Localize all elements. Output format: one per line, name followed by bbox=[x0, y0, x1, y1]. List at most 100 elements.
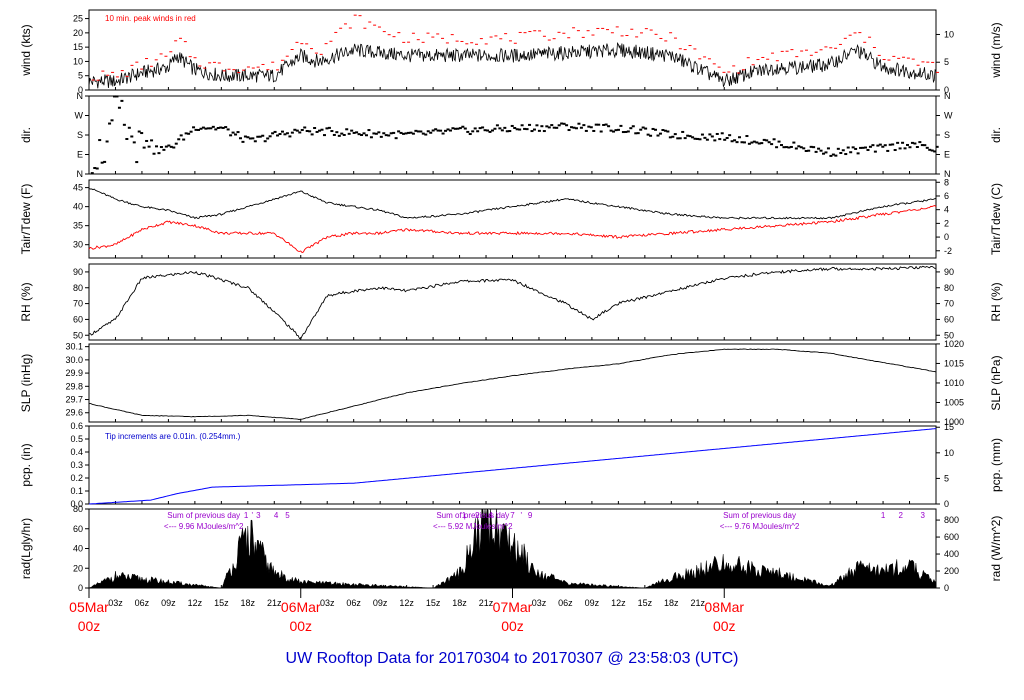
dir-point bbox=[861, 146, 865, 149]
dir-point bbox=[708, 133, 712, 136]
dir-point bbox=[330, 130, 334, 133]
rad-left-tick-label: 80 bbox=[73, 504, 83, 514]
dir-point bbox=[730, 140, 734, 143]
x-hour-label: 15z bbox=[214, 598, 229, 608]
slp-right-tick-label: 1015 bbox=[944, 358, 964, 368]
dir-point bbox=[431, 129, 435, 132]
dir-point bbox=[876, 144, 880, 147]
dir-point bbox=[243, 135, 247, 138]
dir-point bbox=[703, 136, 707, 139]
slp-frame bbox=[88, 343, 937, 423]
dir-point bbox=[478, 127, 482, 130]
dir-point bbox=[471, 130, 475, 133]
dir-point bbox=[201, 126, 205, 129]
dir-point bbox=[159, 146, 163, 149]
dir-point bbox=[505, 130, 509, 133]
dir-point bbox=[355, 131, 359, 134]
rad-marker: ' bbox=[505, 511, 507, 520]
dir-point bbox=[397, 130, 401, 133]
dir-point bbox=[135, 161, 139, 164]
dir-point bbox=[108, 122, 112, 125]
x-hour-label: 21z bbox=[691, 598, 706, 608]
x-hour-label: 09z bbox=[161, 598, 176, 608]
dir-point bbox=[829, 154, 833, 157]
dir-point bbox=[841, 149, 845, 152]
rad-marker: 4 bbox=[488, 511, 493, 520]
dir-point bbox=[661, 129, 665, 132]
dir-point bbox=[681, 130, 685, 133]
dir-point bbox=[641, 126, 645, 129]
dir-point bbox=[809, 145, 813, 148]
dir-left-axis-label: dir. bbox=[19, 127, 33, 143]
rad-left-tick-label: 40 bbox=[73, 544, 83, 554]
dir-point bbox=[345, 128, 349, 131]
dir-point bbox=[305, 129, 309, 132]
dir-point bbox=[886, 149, 890, 152]
dir-right-tick-label: E bbox=[944, 150, 950, 160]
dir-point bbox=[550, 124, 554, 127]
dir-point bbox=[565, 124, 569, 127]
x-hour-label: 03z bbox=[320, 598, 335, 608]
rad-marker: 1 bbox=[881, 511, 886, 520]
dir-point bbox=[95, 167, 99, 170]
dir-point bbox=[639, 128, 643, 131]
dir-point bbox=[394, 137, 398, 140]
dir-point bbox=[782, 146, 786, 149]
dir-left-tick-label: W bbox=[75, 111, 84, 121]
dir-point bbox=[468, 133, 472, 136]
slp-left-axis-label: SLP (inHg) bbox=[19, 354, 33, 412]
dir-point bbox=[644, 127, 648, 130]
rad-left-tick-label: 0 bbox=[78, 583, 83, 593]
dir-point bbox=[772, 138, 776, 141]
dir-point bbox=[683, 137, 687, 140]
dir-point bbox=[910, 141, 914, 144]
temp-left-axis-label: Tair/Tdew (F) bbox=[19, 184, 33, 255]
dir-point bbox=[666, 130, 670, 133]
dir-point bbox=[298, 131, 302, 134]
slp-series-line bbox=[89, 348, 937, 420]
dir-point bbox=[374, 132, 378, 135]
dir-point bbox=[920, 144, 924, 147]
dir-point bbox=[520, 124, 524, 127]
pcp-annotation: Tip increments are 0.01in. (0.254mm.) bbox=[105, 432, 241, 441]
dir-point bbox=[182, 138, 186, 141]
dir-point bbox=[150, 139, 154, 142]
dir-point bbox=[760, 142, 764, 145]
dir-point bbox=[463, 127, 467, 130]
rad-right-tick-label: 800 bbox=[944, 515, 959, 525]
dir-point bbox=[211, 125, 215, 128]
dir-point bbox=[493, 127, 497, 130]
dir-point bbox=[542, 130, 546, 133]
pcp-right-tick-label: 5 bbox=[944, 473, 949, 483]
dir-point bbox=[935, 145, 939, 148]
dir-point bbox=[399, 131, 403, 134]
x-hour-label: 12z bbox=[188, 598, 203, 608]
dir-point bbox=[738, 136, 742, 139]
dir-point bbox=[409, 131, 413, 134]
dir-point bbox=[172, 146, 176, 149]
rad-marker: 5 bbox=[285, 511, 290, 520]
rh-series-line bbox=[88, 265, 936, 340]
dir-point bbox=[602, 123, 606, 126]
dir-point bbox=[735, 141, 739, 144]
dir-point bbox=[854, 147, 858, 150]
slp-right-tick-label: 1010 bbox=[944, 378, 964, 388]
slp-left-tick-label: 29.7 bbox=[65, 395, 83, 405]
rad-marker: 4 bbox=[274, 511, 279, 520]
dir-point bbox=[562, 122, 566, 125]
dir-point bbox=[733, 139, 737, 142]
dir-point bbox=[481, 126, 485, 129]
dir-point bbox=[676, 137, 680, 140]
rad-marker: 3 bbox=[256, 511, 261, 520]
dir-point bbox=[488, 130, 492, 133]
temp-right-tick-label: 8 bbox=[944, 177, 949, 187]
dir-point bbox=[668, 136, 672, 139]
dir-point bbox=[115, 95, 119, 98]
wind-left-tick-label: 0 bbox=[78, 85, 83, 95]
dir-point bbox=[147, 145, 151, 148]
dir-point bbox=[557, 124, 561, 127]
wind-series-line bbox=[88, 42, 937, 89]
dir-point bbox=[382, 132, 386, 135]
